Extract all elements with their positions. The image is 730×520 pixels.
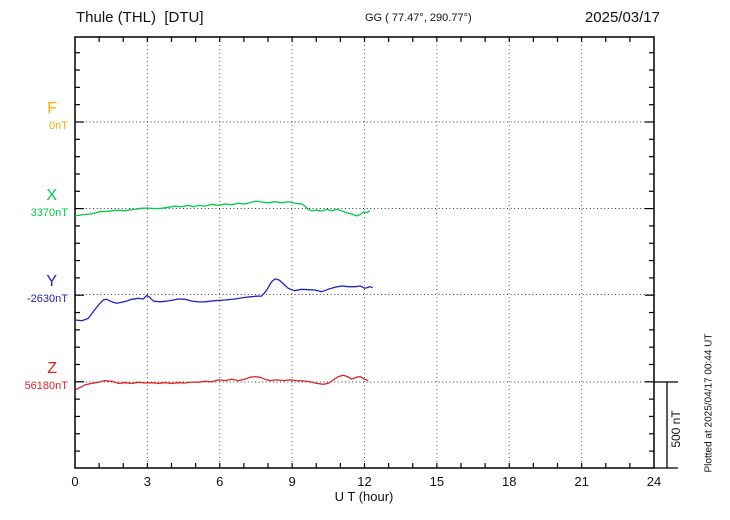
- observation-date: 2025/03/17: [584, 9, 660, 26]
- trace-Z: [74, 374, 369, 391]
- series-baseline-Y: -2630nT: [27, 292, 68, 305]
- x-tick-label: 18: [502, 474, 517, 489]
- x-tick-label: 15: [429, 474, 445, 489]
- station-title: Thule (THL) [DTU]: [76, 9, 204, 26]
- x-tick-label: 6: [216, 474, 224, 489]
- x-tick-label: 21: [574, 474, 589, 489]
- series-baseline-Z: 56180nT: [24, 380, 68, 392]
- trace-Y: [74, 278, 373, 322]
- trace-X: [74, 200, 371, 217]
- series-label-X: X: [46, 186, 57, 204]
- plotted-timestamp: Plotted at 2025/04/17 00:44 UT: [703, 333, 715, 473]
- series-label-Y: Y: [46, 272, 57, 290]
- x-tick-label: 0: [71, 474, 79, 489]
- series-baseline-F: 0nT: [49, 120, 68, 132]
- geographic-coordinates: GG ( 77.47°, 290.77°): [365, 12, 472, 24]
- x-tick-label: 24: [646, 474, 662, 489]
- x-tick-label: 12: [357, 474, 372, 489]
- series-baseline-X: 3370nT: [30, 206, 68, 219]
- scale-bar-label: 500 nT: [669, 410, 683, 448]
- series-label-F: F: [47, 100, 57, 117]
- x-axis-label: U T (hour): [334, 489, 394, 504]
- x-tick-label: 3: [143, 474, 151, 489]
- x-tick-label: 9: [288, 474, 296, 489]
- series-label-Z: Z: [47, 360, 57, 377]
